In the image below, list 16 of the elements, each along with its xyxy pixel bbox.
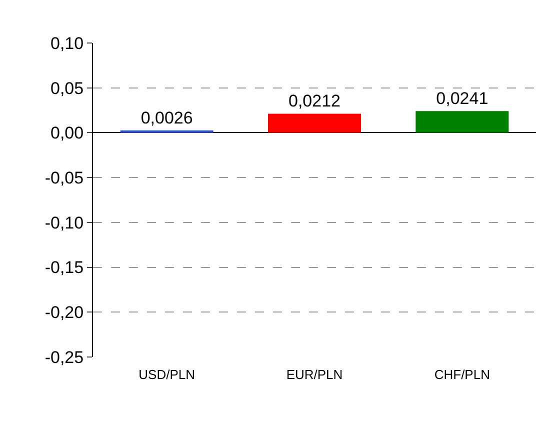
y-tick-label: -0,05	[44, 168, 84, 188]
y-tick-label: -0,15	[44, 258, 84, 278]
y-tick-label: 0,05	[50, 78, 84, 98]
x-tick-label: EUR/PLN	[286, 367, 343, 382]
data-label: 0,0212	[288, 92, 341, 111]
bar	[268, 114, 362, 133]
y-tick-label: -0,25	[44, 348, 84, 367]
y-tick-label: 0,00	[50, 124, 84, 143]
x-tick-label: CHF/PLN	[434, 367, 490, 382]
data-label: 0,0026	[140, 108, 193, 128]
data-label: 0,0241	[436, 89, 488, 108]
bar	[416, 111, 509, 133]
y-tick-label: -0,20	[44, 303, 84, 322]
y-tick-label: -0,10	[44, 213, 84, 232]
y-tick-label: 0,10	[50, 34, 84, 53]
x-tick-label: USD/PLN	[138, 367, 196, 382]
